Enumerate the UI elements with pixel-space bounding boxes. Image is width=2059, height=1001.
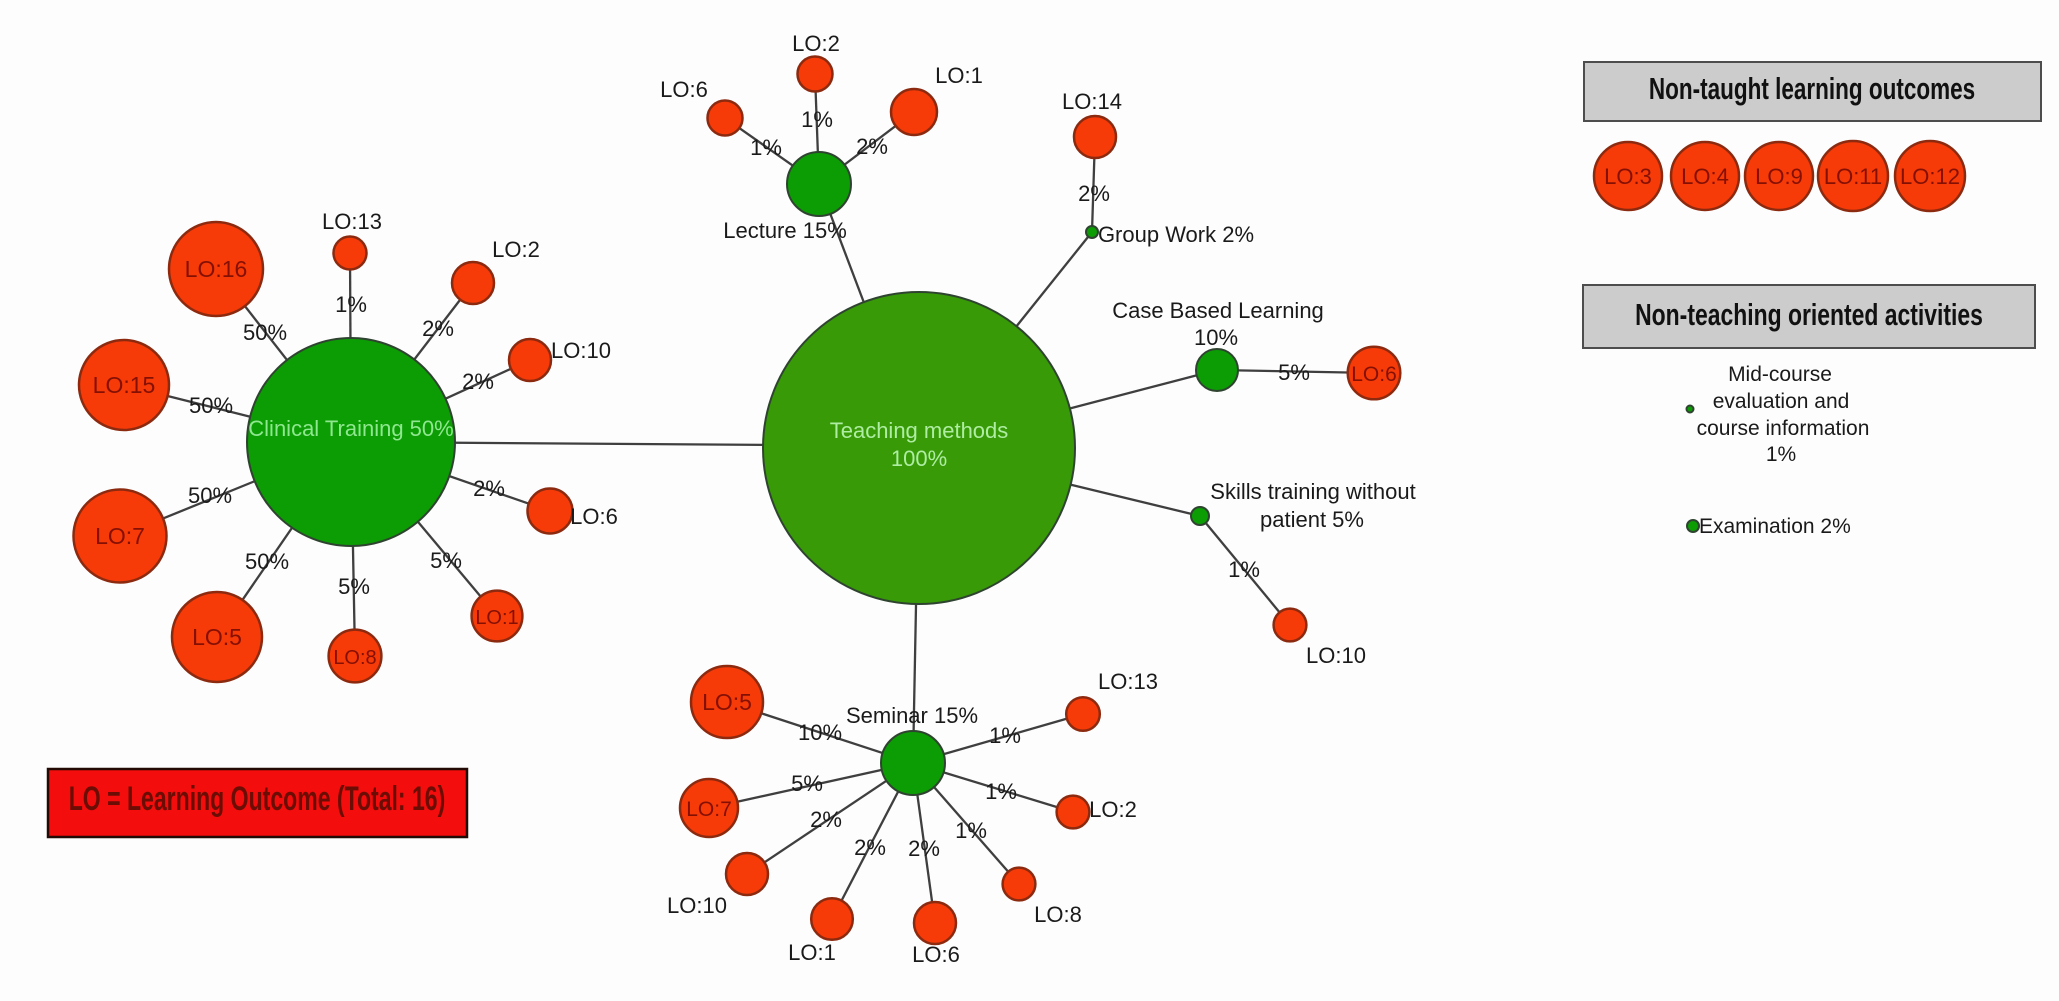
svg-text:2%: 2%: [810, 807, 842, 832]
svg-text:LO:7: LO:7: [686, 798, 732, 821]
svg-text:2%: 2%: [1078, 181, 1110, 206]
svg-text:Non-teaching oriented activiti: Non-teaching oriented activities: [1635, 297, 1983, 332]
svg-text:LO:15: LO:15: [93, 372, 156, 398]
svg-text:Non-taught learning outcomes: Non-taught learning outcomes: [1649, 70, 1975, 105]
svg-text:1%: 1%: [335, 292, 367, 317]
svg-text:course information: course information: [1697, 417, 1870, 440]
svg-text:Group Work 2%: Group Work 2%: [1098, 222, 1254, 247]
svg-text:100%: 100%: [891, 446, 947, 471]
svg-text:2%: 2%: [854, 835, 886, 860]
svg-text:LO:1: LO:1: [935, 63, 983, 88]
svg-text:LO:11: LO:11: [1824, 164, 1882, 189]
svg-text:1%: 1%: [985, 779, 1017, 804]
svg-text:5%: 5%: [1278, 360, 1310, 385]
svg-text:LO:7: LO:7: [95, 523, 145, 549]
svg-text:patient 5%: patient 5%: [1260, 507, 1364, 532]
svg-text:LO = Learning Outcome (Total:: LO = Learning Outcome (Total: 16): [69, 781, 446, 818]
svg-text:evaluation and: evaluation and: [1713, 390, 1850, 413]
svg-text:Skills training without: Skills training without: [1210, 479, 1415, 504]
svg-text:LO:13: LO:13: [322, 209, 382, 234]
svg-text:LO:14: LO:14: [1062, 89, 1122, 114]
svg-text:50%: 50%: [188, 483, 232, 508]
svg-text:LO:6: LO:6: [570, 504, 618, 529]
svg-text:1%: 1%: [1766, 443, 1796, 466]
svg-text:LO:5: LO:5: [702, 689, 752, 715]
svg-text:LO:16: LO:16: [185, 256, 248, 282]
svg-text:1%: 1%: [801, 107, 833, 132]
svg-text:LO:8: LO:8: [333, 647, 376, 669]
svg-text:2%: 2%: [908, 836, 940, 861]
svg-text:Lecture 15%: Lecture 15%: [723, 218, 847, 243]
svg-text:LO:6: LO:6: [1351, 363, 1397, 386]
svg-text:10%: 10%: [798, 720, 842, 745]
svg-text:LO:8: LO:8: [1034, 902, 1082, 927]
svg-text:LO:2: LO:2: [1089, 797, 1137, 822]
svg-text:5%: 5%: [430, 548, 462, 573]
svg-text:LO:9: LO:9: [1755, 164, 1803, 189]
svg-text:50%: 50%: [245, 549, 289, 574]
svg-text:LO:3: LO:3: [1604, 164, 1652, 189]
svg-text:2%: 2%: [462, 369, 494, 394]
svg-text:LO:6: LO:6: [912, 942, 960, 967]
svg-text:LO:5: LO:5: [192, 624, 242, 650]
svg-text:LO:12: LO:12: [1900, 164, 1960, 189]
svg-text:Case Based Learning: Case Based Learning: [1112, 298, 1324, 323]
svg-text:50%: 50%: [189, 393, 233, 418]
svg-text:LO:4: LO:4: [1681, 164, 1729, 189]
svg-text:2%: 2%: [856, 134, 888, 159]
svg-text:5%: 5%: [791, 771, 823, 796]
svg-text:LO:10: LO:10: [1306, 643, 1366, 668]
svg-text:LO:2: LO:2: [792, 31, 840, 56]
svg-text:LO:10: LO:10: [667, 893, 727, 918]
svg-text:1%: 1%: [989, 723, 1021, 748]
svg-text:Teaching methods: Teaching methods: [830, 418, 1009, 443]
svg-text:LO:1: LO:1: [475, 607, 518, 629]
svg-text:10%: 10%: [1194, 325, 1238, 350]
svg-text:1%: 1%: [955, 818, 987, 843]
svg-text:2%: 2%: [422, 316, 454, 341]
svg-text:50%: 50%: [243, 320, 287, 345]
svg-text:Examination 2%: Examination 2%: [1699, 515, 1851, 538]
svg-text:LO:6: LO:6: [660, 77, 708, 102]
svg-text:Mid-course: Mid-course: [1728, 363, 1832, 386]
svg-text:LO:13: LO:13: [1098, 669, 1158, 694]
svg-text:5%: 5%: [338, 574, 370, 599]
svg-text:Clinical Training 50%: Clinical Training 50%: [248, 416, 453, 441]
svg-text:2%: 2%: [473, 476, 505, 501]
svg-text:LO:2: LO:2: [492, 237, 540, 262]
svg-text:Seminar 15%: Seminar 15%: [846, 703, 978, 728]
svg-text:LO:10: LO:10: [551, 338, 611, 363]
svg-text:LO:1: LO:1: [788, 940, 836, 965]
svg-text:1%: 1%: [1228, 557, 1260, 582]
svg-text:1%: 1%: [750, 135, 782, 160]
